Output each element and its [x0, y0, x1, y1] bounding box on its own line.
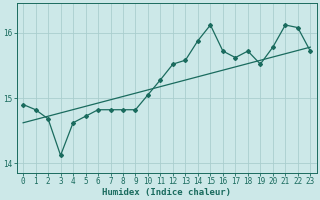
X-axis label: Humidex (Indice chaleur): Humidex (Indice chaleur) [102, 188, 231, 197]
